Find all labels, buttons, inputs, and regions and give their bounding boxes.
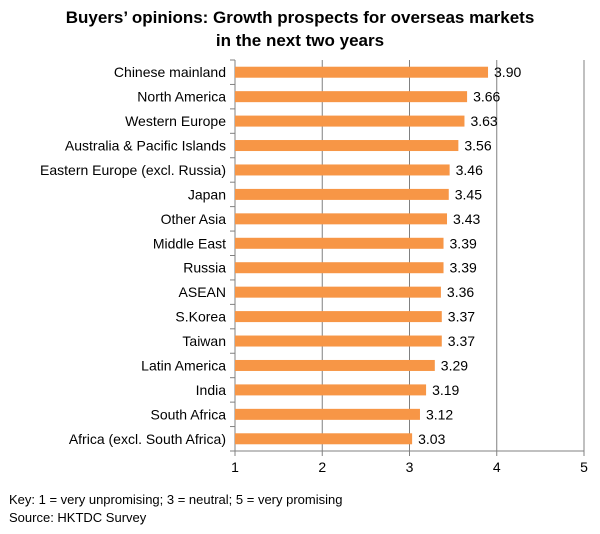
bar — [235, 213, 448, 225]
bar — [235, 384, 427, 396]
chart-title: Buyers’ opinions: Growth prospects for o… — [0, 6, 600, 52]
category-label: Africa (excl. South Africa) — [69, 431, 226, 447]
bar — [235, 188, 449, 200]
value-label: 3.39 — [450, 260, 477, 276]
category-label: India — [196, 382, 227, 398]
value-label: 3.29 — [441, 357, 468, 373]
category-label: Russia — [183, 260, 226, 276]
value-label: 3.63 — [470, 113, 497, 129]
value-label: 3.19 — [432, 382, 459, 398]
bar — [235, 164, 450, 176]
value-label: 3.66 — [473, 89, 500, 105]
bar — [235, 433, 413, 445]
bar — [235, 66, 489, 78]
chart-title-line-2: in the next two years — [215, 31, 385, 50]
bar — [235, 237, 444, 249]
category-label: Other Asia — [161, 211, 227, 227]
bar — [235, 91, 468, 103]
category-label: Japan — [188, 186, 226, 202]
category-label: Australia & Pacific Islands — [65, 138, 226, 154]
bar — [235, 311, 442, 323]
category-label: ASEAN — [179, 284, 226, 300]
bar — [235, 335, 442, 347]
category-label: North America — [137, 89, 226, 105]
x-tick-label: 3 — [406, 459, 414, 475]
value-label: 3.45 — [455, 186, 482, 202]
value-label: 3.90 — [494, 64, 521, 80]
value-label: 3.12 — [426, 406, 453, 422]
value-label: 3.37 — [448, 333, 475, 349]
chart-footer: Key: 1 = very unpromising; 3 = neutral; … — [9, 491, 342, 527]
value-label: 3.43 — [453, 211, 480, 227]
value-label: 3.46 — [456, 162, 483, 178]
value-label: 3.37 — [448, 309, 475, 325]
x-tick-label: 4 — [493, 459, 501, 475]
value-label: 3.03 — [418, 431, 445, 447]
footer-key: Key: 1 = very unpromising; 3 = neutral; … — [9, 492, 343, 507]
x-tick-label: 2 — [318, 459, 326, 475]
value-label: 3.36 — [447, 284, 474, 300]
category-label: South Africa — [151, 406, 227, 422]
value-label: 3.56 — [464, 138, 491, 154]
category-label: Taiwan — [182, 333, 226, 349]
category-label: Western Europe — [125, 113, 226, 129]
category-label: Chinese mainland — [114, 64, 226, 80]
bar — [235, 115, 465, 127]
bar — [235, 286, 441, 298]
bar — [235, 359, 435, 371]
category-label: Latin America — [141, 357, 226, 373]
bar — [235, 140, 459, 152]
category-label: S.Korea — [175, 309, 226, 325]
bar — [235, 408, 420, 420]
footer-source: Source: HKTDC Survey — [9, 510, 147, 525]
x-tick-label: 1 — [231, 459, 239, 475]
bar — [235, 262, 444, 274]
x-tick-label: 5 — [580, 459, 588, 475]
category-label: Eastern Europe (excl. Russia) — [40, 162, 226, 178]
value-label: 3.39 — [450, 235, 477, 251]
chart-title-line-1: Buyers’ opinions: Growth prospects for o… — [65, 8, 535, 27]
category-label: Middle East — [153, 235, 226, 251]
